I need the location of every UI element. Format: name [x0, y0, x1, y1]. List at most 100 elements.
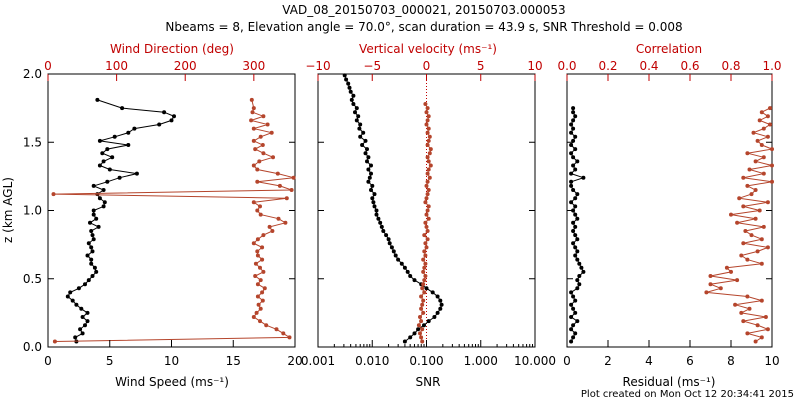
series-point [743, 229, 748, 233]
series-point [745, 331, 750, 336]
series-point [425, 179, 430, 184]
series-point [251, 106, 256, 111]
series-point [749, 233, 754, 238]
series-point [361, 130, 366, 135]
series-point [422, 323, 426, 328]
series-point [346, 81, 351, 86]
series-point [70, 298, 75, 303]
series-point [573, 298, 578, 303]
bottom-tick-label: 10 [764, 354, 779, 368]
series-point [573, 212, 578, 217]
series-point [90, 233, 95, 238]
series-line-correlation [706, 107, 774, 342]
series-point [110, 155, 115, 160]
series-point [416, 327, 421, 332]
series-point [274, 327, 279, 332]
series-point [258, 265, 262, 270]
series-point [426, 126, 431, 131]
series-point [765, 327, 770, 332]
series-point [120, 106, 125, 111]
series-point [422, 278, 427, 283]
series-point [261, 114, 266, 119]
y-tick-label: 0.0 [23, 340, 42, 354]
series-point [753, 216, 758, 221]
series-point [571, 106, 576, 111]
series-point [258, 212, 263, 217]
series-point [284, 196, 289, 201]
series-point [105, 179, 110, 184]
series-point [770, 147, 774, 152]
panel-right-top-axis-label: Correlation [636, 42, 702, 56]
series-point [358, 122, 363, 127]
series-point [416, 323, 421, 328]
series-point [579, 265, 584, 270]
series-point [402, 265, 407, 270]
series-point [421, 282, 426, 287]
series-point [251, 126, 256, 131]
series-point [571, 163, 576, 168]
series-point [425, 171, 430, 176]
series-point [571, 306, 576, 311]
series-point [365, 147, 369, 152]
series-point [251, 138, 256, 143]
series-point [78, 327, 83, 332]
panel-left-bottom-axis-label: Wind Speed (ms⁻¹) [115, 375, 229, 389]
series-point [755, 249, 760, 254]
series-point [256, 302, 261, 307]
series-point [569, 151, 574, 156]
series-point [575, 278, 580, 283]
series-point [573, 196, 578, 201]
series-point [258, 306, 263, 311]
series-point [277, 183, 282, 188]
series-point [89, 261, 94, 266]
series-point [261, 269, 266, 274]
series-point [287, 335, 292, 340]
series-point [753, 188, 758, 192]
series-point [132, 126, 137, 131]
series-point [112, 134, 117, 139]
series-point [423, 102, 428, 106]
series-point [426, 319, 431, 324]
series-point [249, 97, 254, 102]
series-point [85, 319, 90, 324]
series-point [387, 241, 392, 246]
series-point [749, 192, 754, 197]
series-point [258, 278, 263, 283]
series-point [52, 339, 57, 344]
series-point [89, 257, 94, 262]
series-point [747, 167, 752, 172]
top-tick-label: 1.0 [762, 59, 781, 73]
series-point [573, 114, 578, 119]
series-point [271, 155, 275, 160]
series-point [261, 233, 266, 238]
series-point [435, 310, 440, 315]
series-point [374, 212, 379, 217]
series-point [376, 216, 381, 221]
series-point [768, 122, 772, 127]
panel-right-bottom-axis-label: Residual (ms⁻¹) [623, 375, 716, 389]
series-point [426, 159, 431, 164]
series-point [366, 155, 371, 160]
top-tick-label: 100 [105, 59, 128, 73]
series-point [745, 257, 750, 262]
series-point [381, 229, 386, 233]
panel-right: 0 2 4 6 8 10 0.0 0.2 0.4 0.6 0.8 1.0 Correlation Re… [557, 42, 781, 389]
series-point [101, 188, 106, 192]
series-point [260, 298, 265, 303]
series-point [418, 315, 422, 319]
series-point [260, 290, 265, 295]
series-point [569, 315, 574, 319]
series-point [86, 241, 91, 246]
series-point [276, 216, 281, 221]
series-point [162, 110, 167, 115]
series-point [577, 261, 582, 266]
series-point [571, 229, 576, 233]
series-point [420, 302, 425, 307]
series-point [575, 249, 580, 254]
series-point [90, 249, 95, 254]
series-point [422, 249, 427, 254]
series-point [425, 229, 430, 233]
series-point [424, 110, 429, 115]
series-point [425, 155, 430, 160]
series-point [770, 163, 774, 168]
